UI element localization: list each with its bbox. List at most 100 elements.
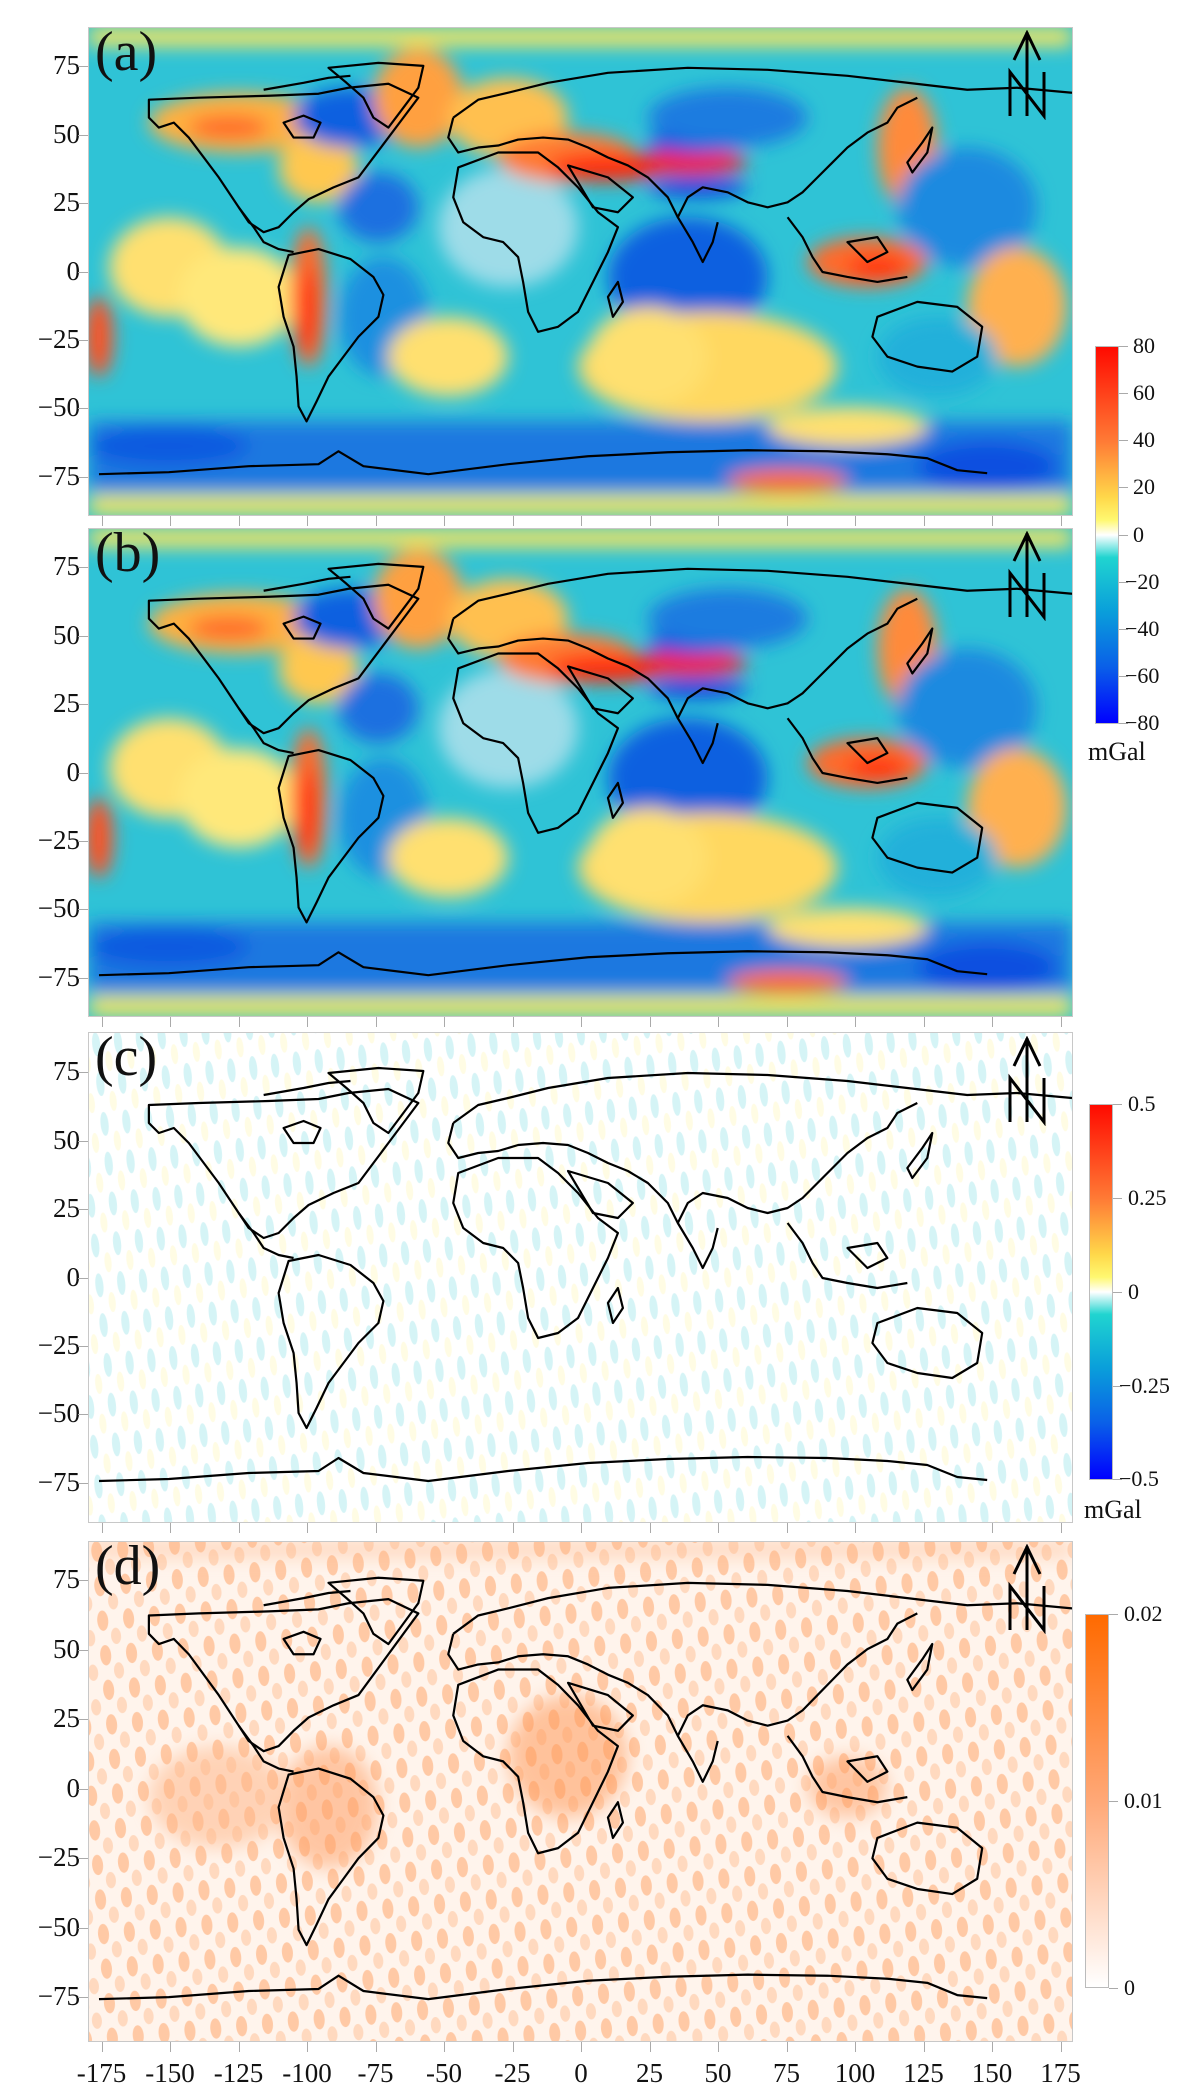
y-tick-label: 25 (53, 1703, 80, 1733)
x-tick-mark (718, 1523, 719, 1533)
x-tick-mark (786, 2042, 788, 2052)
colorbar-tick-label: 0.5 (1128, 1091, 1156, 1116)
x-tick-label: -125 (213, 2058, 264, 2088)
colorbar-tick-label: −0.5 (1119, 1466, 1159, 1491)
x-tick-mark (923, 2042, 925, 2052)
x-tick-mark (923, 1523, 925, 1533)
x-tick-mark (444, 2042, 445, 2052)
x-tick-mark (992, 1523, 993, 1533)
x-tick-mark (375, 1523, 377, 1533)
x-tick-mark (512, 1523, 514, 1533)
map-panel-a: (a) (88, 27, 1073, 516)
x-tick-mark (444, 1017, 445, 1027)
x-tick-label: -75 (357, 2058, 394, 2088)
panel-label-d: (d) (95, 1541, 161, 1597)
x-tick-label: -100 (282, 2058, 332, 2088)
x-tick-mark (581, 1523, 582, 1533)
colorbar-tick-label: 0.01 (1124, 1788, 1163, 1813)
y-tick-label: 0 (66, 1262, 81, 1292)
y-tick-label: 75 (53, 1564, 80, 1594)
y-tick-label: 50 (53, 119, 80, 149)
colorbar-tick-label: −60 (1125, 663, 1160, 688)
y-tick-label: −75 (37, 1981, 80, 2011)
x-tick-mark (1060, 1523, 1062, 1533)
x-tick-mark (238, 2042, 240, 2052)
x-tick-mark (307, 1523, 308, 1533)
y-tick-label: 75 (53, 1056, 80, 1086)
difference-heatmap-c (89, 1033, 1072, 1522)
x-tick-mark (718, 2042, 719, 2052)
x-tick-mark (581, 2042, 582, 2052)
colorbar-gradient (1085, 1614, 1109, 1988)
panel-label-a: (a) (95, 27, 158, 83)
north-arrow-icon (1008, 1036, 1046, 1126)
x-tick-label: 75 (773, 2058, 800, 2088)
x-tick-mark (512, 1017, 514, 1027)
x-tick-mark (923, 1017, 925, 1027)
x-tick-mark (238, 1523, 240, 1533)
x-tick-mark (855, 1017, 856, 1027)
x-tick-mark (444, 1523, 445, 1533)
x-tick-mark (375, 2042, 377, 2052)
x-tick-label: -25 (494, 2058, 531, 2088)
y-tick-label: 75 (53, 551, 80, 581)
map-panel-c: (c) (88, 1032, 1073, 1523)
x-tick-mark (101, 2042, 103, 2052)
colorbar-gradient (1095, 346, 1119, 724)
x-tick-mark (992, 516, 993, 526)
x-tick-mark (649, 2042, 651, 2052)
y-tick-label: 50 (53, 1634, 80, 1664)
x-tick-label: 0 (574, 2058, 588, 2088)
x-tick-mark (1060, 2042, 1062, 2052)
y-tick-label: −75 (37, 962, 80, 992)
colorbar-tick-label: 0 (1124, 1975, 1135, 2000)
x-tick-mark (512, 516, 514, 526)
colorbar-tick-label: −40 (1125, 616, 1160, 641)
y-tick-label: −25 (37, 1330, 80, 1360)
colorbar-gradient (1089, 1104, 1113, 1480)
y-tick-label: −75 (37, 461, 80, 491)
y-tick-label: −25 (37, 825, 80, 855)
x-tick-mark (786, 1523, 788, 1533)
north-arrow-icon (1008, 531, 1046, 621)
x-tick-label: 150 (971, 2058, 1013, 2088)
map-panel-d: (d) (88, 1541, 1073, 2042)
x-tick-mark (649, 516, 651, 526)
y-tick-label: −50 (37, 1912, 80, 1942)
x-tick-mark (238, 1017, 240, 1027)
y-tick-label: 25 (53, 187, 80, 217)
x-tick-mark (855, 2042, 856, 2052)
y-tick-label: 75 (53, 50, 80, 80)
x-tick-mark (923, 516, 925, 526)
colorbar-tick-label: 0 (1128, 1279, 1139, 1304)
colorbar-tick-label: −20 (1125, 569, 1160, 594)
x-tick-mark (238, 516, 240, 526)
x-tick-mark (375, 1017, 377, 1027)
gravity-anomaly-heatmap-b (89, 529, 1072, 1016)
y-tick-label: −50 (37, 893, 80, 923)
x-tick-mark (786, 516, 788, 526)
y-tick-label: −75 (37, 1467, 80, 1497)
north-arrow-icon (1008, 30, 1046, 120)
x-tick-mark (992, 1017, 993, 1027)
colorbar-tick-label: 0.25 (1128, 1185, 1167, 1210)
x-tick-mark (581, 516, 582, 526)
x-tick-mark (307, 516, 308, 526)
x-tick-mark (170, 2042, 171, 2052)
x-tick-label: 100 (834, 2058, 876, 2088)
x-tick-mark (444, 516, 445, 526)
colorbar-unit-label: mGal (1084, 1495, 1142, 1524)
colorbar-tick-label: 0.02 (1124, 1601, 1163, 1626)
y-tick-label: 50 (53, 620, 80, 650)
error-heatmap-d (89, 1542, 1072, 2041)
map-panel-b: (b) (88, 528, 1073, 1017)
gravity-anomaly-heatmap-a (89, 28, 1072, 515)
x-tick-label: 50 (704, 2058, 732, 2088)
x-tick-mark (786, 1017, 788, 1027)
y-tick-label: 25 (53, 688, 80, 718)
colorbar-tick-label: 0 (1133, 522, 1144, 547)
x-tick-mark (855, 1523, 856, 1533)
colorbar-tick-label: 60 (1133, 380, 1155, 405)
x-tick-label: -50 (426, 2058, 462, 2088)
x-tick-label: -150 (145, 2058, 195, 2088)
